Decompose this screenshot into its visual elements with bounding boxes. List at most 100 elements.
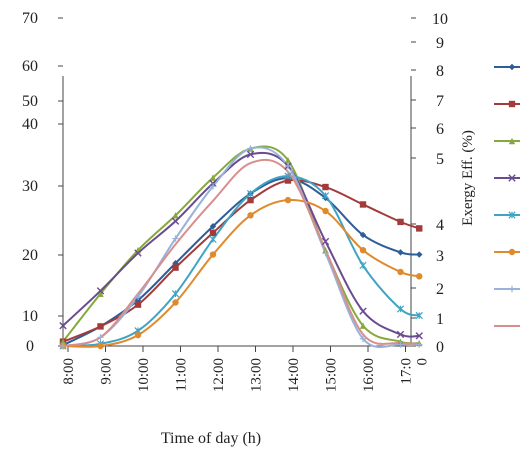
data-point xyxy=(172,260,179,267)
data-point xyxy=(284,196,292,204)
data-point xyxy=(96,287,105,295)
right-axis-label: Exergy Eff. (%) xyxy=(460,130,476,226)
data-point xyxy=(508,174,516,182)
x-tick-label: 15:00 xyxy=(324,358,340,392)
data-point xyxy=(209,174,217,181)
x-tick-label: 9:00 xyxy=(99,358,115,385)
right-tick-labels: 0 1 2 3 4 5 6 7 8 9 10 xyxy=(411,11,448,356)
x-tick-label: 8:00 xyxy=(61,358,77,385)
data-point xyxy=(416,225,423,232)
data-point xyxy=(172,235,179,242)
series-markers xyxy=(59,145,423,350)
data-point xyxy=(359,201,367,208)
data-point xyxy=(322,249,329,257)
data-point xyxy=(508,63,516,71)
data-point xyxy=(97,290,104,297)
x-tick-label: 17:00 xyxy=(399,358,431,385)
data-point xyxy=(134,331,142,339)
data-point xyxy=(171,217,180,225)
right-tick-label: 1 xyxy=(436,311,444,328)
data-point xyxy=(359,246,367,254)
data-point xyxy=(247,145,254,152)
right-tick-label: 9 xyxy=(436,35,444,52)
data-point xyxy=(359,231,367,239)
left-tick-label: 50 xyxy=(22,93,38,110)
series-lines xyxy=(62,145,420,349)
x-axis-label: Time of day (h) xyxy=(161,430,261,447)
left-tick-labels: 0 10 20 30 40 50 60 70 xyxy=(22,10,63,355)
data-point xyxy=(508,137,516,145)
data-point xyxy=(97,334,104,341)
right-tick-label: 3 xyxy=(436,248,444,265)
data-point xyxy=(172,264,179,271)
data-point xyxy=(396,305,405,313)
x-tick-label: 10:00 xyxy=(136,358,152,392)
x-tick-label: 12:00 xyxy=(211,358,227,392)
data-point xyxy=(508,285,516,293)
data-point xyxy=(397,218,404,226)
data-point xyxy=(359,335,367,342)
right-tick-label: 2 xyxy=(436,281,444,298)
left-tick-label: 40 xyxy=(22,116,38,133)
chart-axes xyxy=(58,76,412,347)
left-tick-label: 70 xyxy=(22,10,38,27)
data-point xyxy=(397,249,404,256)
x-tick-label: 16:00 xyxy=(361,358,377,392)
left-tick-label: 20 xyxy=(22,247,38,264)
right-tick-label: 4 xyxy=(436,217,444,234)
data-point xyxy=(359,307,367,315)
right-tick-label: 5 xyxy=(436,151,444,168)
data-point xyxy=(284,177,292,184)
x-tick-label: 14:00 xyxy=(286,358,302,392)
data-point xyxy=(246,150,255,159)
data-point xyxy=(247,196,254,204)
data-point xyxy=(209,223,217,230)
data-point xyxy=(416,273,423,280)
data-point xyxy=(97,323,104,330)
series-line xyxy=(62,151,420,338)
data-point xyxy=(59,321,67,330)
data-point xyxy=(396,330,405,339)
data-point xyxy=(321,237,330,246)
data-point xyxy=(172,299,179,306)
right-tick-label: 0 xyxy=(436,339,444,356)
right-tick-label: 7 xyxy=(436,93,444,110)
data-point xyxy=(397,268,404,276)
data-point xyxy=(171,290,180,298)
left-tick-label: 30 xyxy=(22,178,38,195)
data-point xyxy=(209,229,217,236)
legend xyxy=(494,63,520,327)
data-point xyxy=(209,251,217,258)
left-tick-label: 10 xyxy=(22,308,38,325)
data-point xyxy=(415,311,423,320)
data-point xyxy=(134,249,142,257)
data-point xyxy=(416,251,423,258)
right-tick-label: 10 xyxy=(432,11,448,28)
data-point xyxy=(508,211,516,219)
right-tick-label: 8 xyxy=(436,63,444,80)
data-point xyxy=(284,172,292,180)
data-point xyxy=(97,342,104,350)
data-point xyxy=(416,341,423,348)
x-tick-label: 13:00 xyxy=(249,358,265,392)
data-point xyxy=(508,248,516,256)
data-point xyxy=(134,301,142,308)
x-tick-label: 11:00 xyxy=(174,358,190,392)
data-point xyxy=(359,322,367,329)
series-line xyxy=(62,158,420,347)
data-point xyxy=(59,342,67,350)
data-point xyxy=(209,183,217,190)
data-point xyxy=(247,212,254,219)
data-point xyxy=(508,100,516,108)
data-point xyxy=(322,183,329,191)
data-point xyxy=(397,341,404,348)
data-point xyxy=(172,212,179,219)
data-point xyxy=(134,293,142,300)
data-point xyxy=(209,235,217,243)
data-point xyxy=(246,189,255,198)
data-point xyxy=(322,207,329,215)
data-point xyxy=(284,162,292,170)
data-point xyxy=(321,192,330,200)
data-point xyxy=(415,332,423,340)
